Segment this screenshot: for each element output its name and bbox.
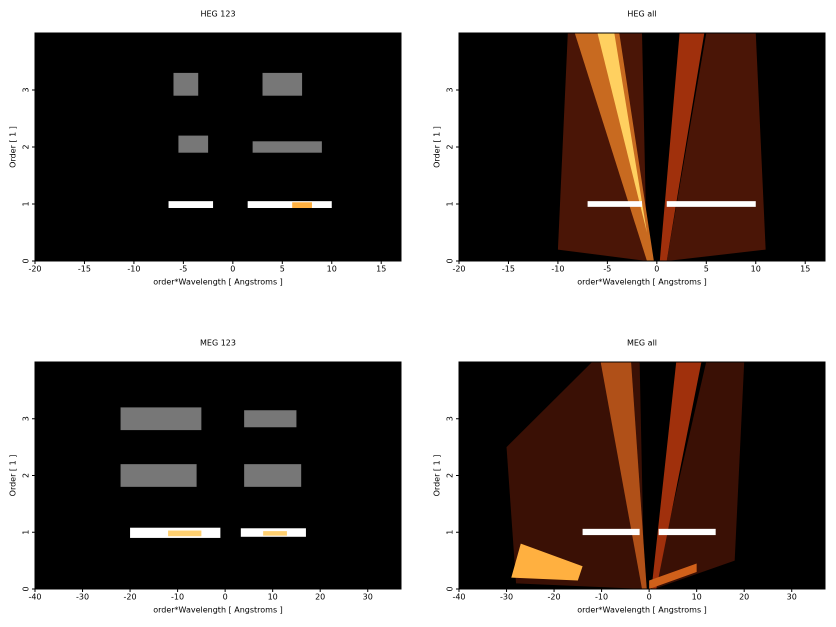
y-axis-label: Order [ 1 ]	[433, 126, 442, 168]
x-tick-label: 10	[327, 265, 337, 274]
density-band	[173, 72, 199, 96]
x-tick-label: -15	[502, 265, 515, 274]
x-tick-label: 15	[800, 265, 810, 274]
x-tick-label: 5	[280, 265, 285, 274]
plot-background	[35, 362, 401, 589]
x-tick-label: 10	[751, 265, 761, 274]
x-tick-label: 20	[315, 593, 325, 602]
chart-title: MEG all	[627, 339, 657, 348]
x-tick-label: 0	[654, 265, 659, 274]
x-axis-label: order*Wavelength [ Angstroms ]	[153, 606, 283, 615]
y-tick-label: 2	[446, 144, 455, 149]
density-band	[178, 135, 209, 153]
x-tick-label: -5	[179, 265, 187, 274]
y-tick-label: 3	[22, 416, 31, 421]
x-axis-label: order*Wavelength [ Angstroms ]	[153, 278, 283, 287]
x-tick-label: -10	[171, 593, 184, 602]
density-band	[244, 410, 297, 428]
panel: -20 -15 -10 -5 0 5 10 15 0 1 2 3 HEG all order*Wavele…	[433, 10, 826, 287]
plot-background	[35, 33, 401, 261]
x-tick-label: -5	[603, 265, 611, 274]
density-band	[582, 528, 640, 536]
y-tick-label: 0	[446, 258, 455, 263]
y-axis-label: Order [ 1 ]	[9, 126, 18, 168]
x-tick-label: -20	[124, 593, 137, 602]
density-band	[666, 201, 756, 207]
chart-title: HEG 123	[200, 10, 235, 19]
chart-title: HEG all	[627, 10, 656, 19]
density-band	[168, 201, 214, 208]
density-band	[263, 531, 287, 536]
x-tick-label: 0	[647, 593, 652, 602]
y-tick-label: 0	[446, 586, 455, 591]
density-wedge	[511, 543, 583, 581]
density-band	[120, 464, 197, 487]
density-wedge	[597, 33, 647, 233]
density-band	[247, 201, 332, 208]
y-axis-label: Order [ 1 ]	[9, 455, 18, 497]
y-tick-label: 2	[22, 473, 31, 478]
y-axis-label: Order [ 1 ]	[433, 455, 442, 497]
density-band	[120, 407, 202, 431]
x-tick-label: 5	[704, 265, 709, 274]
y-tick-label: 1	[446, 530, 455, 535]
x-axis-label: order*Wavelength [ Angstroms ]	[577, 278, 707, 287]
x-tick-label: 30	[363, 593, 373, 602]
density-band	[262, 72, 303, 96]
x-tick-label: 10	[692, 593, 702, 602]
x-tick-label: 20	[739, 593, 749, 602]
x-tick-label: 0	[230, 265, 235, 274]
x-tick-label: -30	[500, 593, 513, 602]
x-tick-label: -40	[28, 593, 41, 602]
x-tick-label: -20	[548, 593, 561, 602]
x-axis-label: order*Wavelength [ Angstroms ]	[577, 606, 707, 615]
y-tick-label: 0	[22, 586, 31, 591]
x-tick-label: 0	[223, 593, 228, 602]
y-tick-label: 3	[446, 87, 455, 92]
density-band	[244, 464, 302, 487]
y-tick-label: 2	[446, 473, 455, 478]
x-tick-label: 30	[787, 593, 797, 602]
y-tick-label: 3	[446, 416, 455, 421]
x-tick-label: -40	[452, 593, 465, 602]
panel: -20 -15 -10 -5 0 5 10 15 0 1 2 3 HEG 123 order*Wavele…	[9, 10, 402, 287]
density-band	[252, 141, 322, 153]
density-wedge	[649, 563, 697, 589]
panel: -40 -30 -20 -10 0 10 20 30 0 1 2 3 MEG all order*Wave…	[433, 339, 826, 615]
y-tick-label: 1	[446, 201, 455, 206]
x-tick-label: -10	[551, 265, 564, 274]
y-tick-label: 1	[22, 201, 31, 206]
density-band	[292, 202, 312, 208]
y-tick-label: 0	[22, 258, 31, 263]
y-tick-label: 3	[22, 87, 31, 92]
y-tick-label: 2	[22, 144, 31, 149]
x-tick-label: -30	[76, 593, 89, 602]
density-band	[587, 201, 642, 207]
x-tick-label: -10	[595, 593, 608, 602]
x-tick-label: -20	[28, 265, 41, 274]
x-tick-label: -20	[452, 265, 465, 274]
x-tick-label: 10	[268, 593, 278, 602]
y-tick-label: 1	[22, 530, 31, 535]
x-tick-label: -15	[78, 265, 91, 274]
x-tick-label: -10	[127, 265, 140, 274]
density-band	[658, 528, 716, 536]
panel: -40 -30 -20 -10 0 10 20 30 0 1 2 3 MEG 123 order*Wave…	[9, 339, 402, 615]
density-band	[168, 530, 202, 537]
chart-title: MEG 123	[200, 339, 236, 348]
x-tick-label: 15	[376, 265, 386, 274]
